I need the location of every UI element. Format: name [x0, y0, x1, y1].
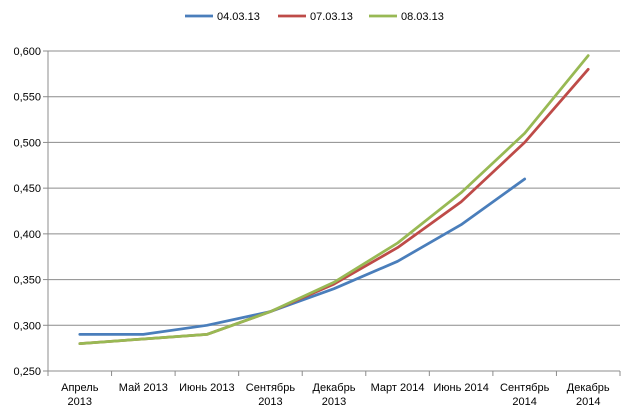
legend-label: 07.03.13	[310, 11, 353, 23]
series-line-07.03.13	[78, 67, 590, 345]
x-tick-label-line: Декабрь	[313, 382, 356, 394]
data-point	[78, 333, 81, 336]
x-tick-label-line: Июнь 2013	[179, 382, 235, 394]
y-tick-label: 0,450	[13, 183, 41, 195]
data-point	[587, 54, 590, 57]
data-point	[396, 246, 399, 249]
x-tick-label: Декабрь 2013	[313, 382, 356, 408]
x-tick-label-line: 2013	[258, 396, 282, 408]
data-point	[587, 68, 590, 71]
data-point	[460, 200, 463, 203]
data-point	[460, 191, 463, 194]
data-point	[142, 333, 145, 336]
gridlines	[48, 50, 620, 326]
data-point	[523, 132, 526, 135]
data-point	[460, 223, 463, 226]
axes	[47, 51, 620, 372]
x-tick-label-line: Март 2014	[371, 382, 425, 394]
x-tick-label-line: 2014	[576, 396, 600, 408]
series-lines	[78, 54, 590, 345]
x-tick-label-line: 2013	[322, 396, 346, 408]
x-tick-label-line: 2014	[512, 396, 536, 408]
x-tick-label-line: 2013	[68, 396, 92, 408]
legend: 04.03.13 07.03.13 08.03.13	[185, 11, 444, 23]
x-tick-label-line: Июнь 2014	[433, 382, 489, 394]
data-point	[396, 242, 399, 244]
data-point	[333, 281, 335, 284]
data-point	[205, 324, 208, 327]
series-line-04.03.13	[78, 177, 527, 336]
x-tick-label-line: Сентябрь	[500, 382, 550, 394]
legend-label: 08.03.13	[401, 11, 444, 23]
data-point	[333, 287, 335, 290]
data-point	[205, 333, 208, 336]
data-point	[523, 178, 526, 180]
x-tick-label: Май 2013	[119, 382, 168, 394]
y-tick-label: 0,350	[13, 275, 41, 287]
data-point	[523, 141, 526, 144]
data-point	[269, 310, 272, 313]
data-point	[78, 342, 81, 345]
x-tick-label: Сентябрь 2013	[246, 382, 296, 408]
y-tick-label: 0,600	[13, 46, 41, 58]
x-tick-label: Апрель 2013	[61, 382, 99, 408]
y-tick-label: 0,400	[13, 229, 41, 241]
y-tick-label: 0,250	[13, 366, 41, 378]
x-tick-label: Декабрь 2014	[567, 382, 610, 408]
series-line-08.03.13	[78, 54, 590, 345]
data-point	[142, 338, 145, 340]
x-tick-label: Сентябрь 2014	[500, 382, 550, 408]
x-tick-label-line: Май 2013	[119, 382, 168, 394]
x-tick-label: Март 2014	[371, 382, 425, 394]
data-point	[396, 260, 399, 263]
x-tick-label-line: Сентябрь	[246, 382, 296, 394]
y-tick-label: 0,500	[13, 137, 41, 149]
x-tick-label: Июнь 2014	[433, 382, 489, 394]
y-axis-ticks: 0,250 0,300 0,350 0,400 0,450 0,500 0,550 0,600	[13, 46, 48, 378]
x-tick-label-line: Декабрь	[567, 382, 610, 394]
legend-label: 04.03.13	[217, 11, 260, 23]
x-tick-label-line: Апрель	[61, 382, 99, 394]
y-tick-label: 0,300	[13, 320, 41, 332]
x-tick-label: Июнь 2013	[179, 382, 235, 394]
y-tick-label: 0,550	[13, 92, 41, 104]
